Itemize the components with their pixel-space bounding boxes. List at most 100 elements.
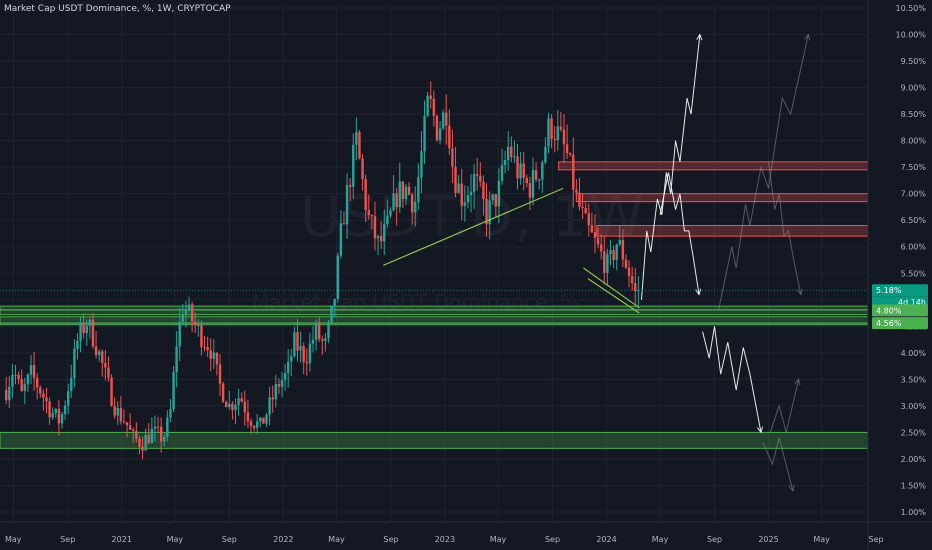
candle[interactable]: [426, 91, 429, 118]
candle[interactable]: [290, 348, 293, 377]
candle[interactable]: [327, 320, 330, 344]
candle[interactable]: [308, 332, 312, 372]
candle[interactable]: [519, 152, 522, 185]
candle[interactable]: [621, 229, 625, 267]
candle[interactable]: [107, 356, 110, 382]
candle[interactable]: [271, 385, 274, 413]
candle[interactable]: [234, 398, 237, 424]
candle[interactable]: [392, 174, 395, 212]
candle[interactable]: [386, 199, 389, 228]
candle[interactable]: [420, 131, 423, 194]
candle[interactable]: [262, 417, 265, 424]
candle[interactable]: [163, 433, 166, 447]
candle[interactable]: [45, 387, 48, 414]
candle[interactable]: [8, 376, 11, 408]
candle[interactable]: [153, 415, 157, 442]
candle[interactable]: [119, 396, 123, 425]
candle[interactable]: [575, 179, 578, 198]
candle[interactable]: [379, 221, 383, 250]
candle[interactable]: [268, 386, 271, 426]
candle[interactable]: [429, 81, 432, 109]
candle[interactable]: [150, 417, 154, 444]
candle[interactable]: [125, 422, 129, 438]
candle[interactable]: [587, 203, 590, 237]
candle[interactable]: [243, 390, 247, 426]
candle[interactable]: [293, 326, 296, 358]
candle[interactable]: [29, 355, 33, 385]
candle[interactable]: [76, 333, 79, 360]
candle[interactable]: [634, 268, 637, 307]
candle[interactable]: [32, 351, 36, 391]
candle[interactable]: [432, 90, 436, 127]
candle[interactable]: [559, 112, 563, 132]
candle[interactable]: [79, 316, 82, 353]
candle[interactable]: [618, 224, 621, 247]
candle[interactable]: [324, 333, 327, 352]
candle[interactable]: [252, 424, 256, 432]
candle[interactable]: [57, 399, 61, 436]
candle[interactable]: [398, 162, 401, 213]
candle[interactable]: [88, 317, 92, 339]
candle[interactable]: [417, 163, 420, 210]
candle[interactable]: [184, 300, 188, 328]
candle[interactable]: [441, 109, 445, 130]
candle[interactable]: [299, 331, 302, 363]
candle[interactable]: [556, 109, 559, 151]
candle[interactable]: [463, 185, 467, 222]
candle[interactable]: [91, 313, 95, 349]
candle[interactable]: [277, 378, 281, 394]
candle[interactable]: [590, 212, 594, 234]
resistance-zone[interactable]: [575, 193, 869, 203]
candle[interactable]: [206, 336, 209, 357]
candle[interactable]: [491, 193, 494, 205]
candle[interactable]: [159, 417, 163, 453]
candle[interactable]: [606, 248, 609, 286]
candle[interactable]: [311, 326, 315, 353]
candle[interactable]: [200, 320, 203, 356]
projection-path[interactable]: [718, 34, 809, 311]
candle[interactable]: [355, 117, 358, 161]
candle[interactable]: [448, 109, 451, 156]
candle[interactable]: [35, 372, 39, 400]
candle[interactable]: [361, 154, 364, 191]
candle[interactable]: [345, 173, 349, 239]
candle[interactable]: [283, 363, 287, 391]
candle[interactable]: [54, 408, 57, 418]
candle[interactable]: [364, 174, 367, 222]
projection-path[interactable]: [702, 326, 762, 433]
candle[interactable]: [507, 131, 510, 171]
candle[interactable]: [104, 350, 107, 381]
candle[interactable]: [132, 427, 135, 444]
candle[interactable]: [305, 348, 308, 376]
candle[interactable]: [541, 160, 544, 193]
candle[interactable]: [531, 157, 535, 206]
candle[interactable]: [330, 305, 333, 325]
candle[interactable]: [373, 201, 377, 251]
candle[interactable]: [599, 234, 603, 260]
last-price-badge[interactable]: 5.18% 4d 14h: [872, 284, 928, 308]
candle[interactable]: [73, 339, 76, 388]
candle[interactable]: [627, 260, 631, 288]
projection-path[interactable]: [762, 437, 794, 491]
candle[interactable]: [497, 168, 501, 224]
candle[interactable]: [169, 399, 172, 423]
candle[interactable]: [637, 276, 640, 308]
candle[interactable]: [246, 399, 250, 429]
candle[interactable]: [370, 214, 374, 230]
candle[interactable]: [156, 416, 160, 433]
candle[interactable]: [615, 243, 618, 271]
candle[interactable]: [438, 121, 442, 145]
candle[interactable]: [609, 239, 612, 266]
candle[interactable]: [94, 331, 98, 359]
candle[interactable]: [26, 372, 30, 392]
candle[interactable]: [209, 338, 212, 372]
candle[interactable]: [333, 298, 336, 318]
candle[interactable]: [538, 178, 541, 190]
support-zone[interactable]: [0, 431, 869, 449]
candle[interactable]: [562, 114, 566, 163]
candle[interactable]: [404, 183, 408, 206]
candle[interactable]: [336, 252, 339, 303]
candle[interactable]: [147, 423, 150, 445]
candle[interactable]: [451, 129, 454, 184]
